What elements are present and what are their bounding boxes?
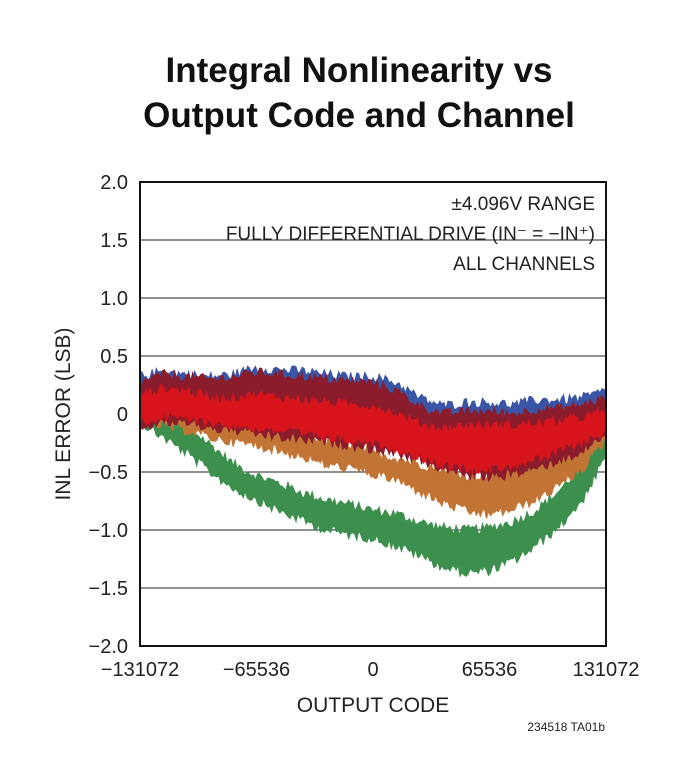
- y-tick-label: 0: [117, 404, 128, 426]
- y-tick-label: 1.0: [100, 288, 128, 310]
- y-tick-label: 1.5: [100, 230, 128, 252]
- plot-frame: [139, 181, 607, 647]
- chart-annotations: ±4.096V RANGE FULLY DIFFERENTIAL DRIVE (…: [226, 194, 595, 275]
- x-tick-label: 131072: [573, 659, 640, 681]
- y-tick-label: −1.0: [89, 520, 128, 542]
- y-tick-label: −2.0: [89, 636, 128, 658]
- annotation-drive: FULLY DIFFERENTIAL DRIVE (IN⁻ = −IN⁺): [226, 224, 595, 245]
- annotation-channels: ALL CHANNELS: [453, 254, 595, 275]
- x-tick-label: −131072: [101, 659, 179, 681]
- figure-id: 234518 TA01b: [527, 720, 605, 734]
- x-tick-label: 0: [367, 659, 378, 681]
- chart-title-line-1: Integral Nonlinearity vs: [165, 51, 552, 90]
- chart-title-line-2: Output Code and Channel: [143, 96, 575, 135]
- chart-title: Integral Nonlinearity vs Output Code and…: [143, 51, 575, 135]
- y-tick-label: 0.5: [100, 346, 128, 368]
- data-series: [139, 365, 607, 578]
- annotation-range: ±4.096V RANGE: [452, 194, 596, 215]
- x-tick-label: −65536: [223, 659, 290, 681]
- y-axis-label: INL ERROR (LSB): [52, 327, 75, 500]
- y-tick-label: −1.5: [89, 578, 128, 600]
- y-tick-label: 2.0: [100, 172, 128, 194]
- x-axis-ticks: −131072 −65536 0 65536 131072: [101, 659, 640, 681]
- y-axis-ticks: 2.0 1.5 1.0 0.5 0 −0.5 −1.0 −1.5 −2.0: [89, 172, 128, 658]
- x-axis-label: OUTPUT CODE: [297, 694, 449, 717]
- x-tick-label: 65536: [462, 659, 518, 681]
- y-tick-label: −0.5: [89, 462, 128, 484]
